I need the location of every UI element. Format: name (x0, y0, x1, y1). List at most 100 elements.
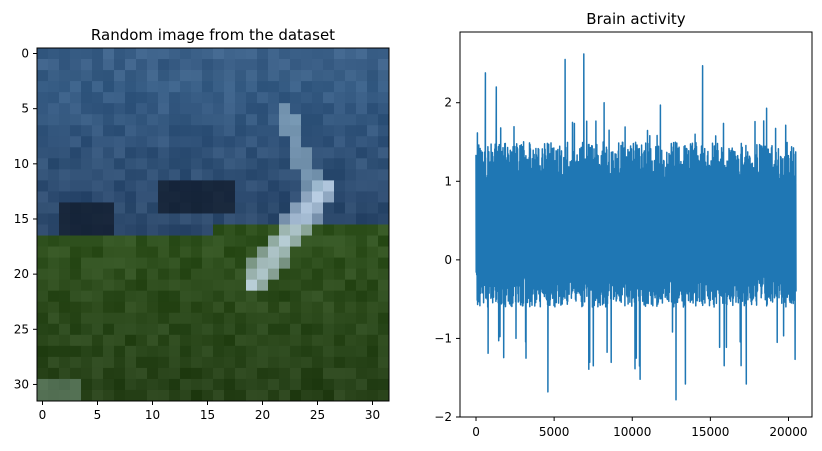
image-pixel (180, 290, 192, 303)
image-pixel (180, 312, 192, 325)
image-pixel (257, 169, 269, 181)
image-y-tick-label: 25 (14, 322, 29, 336)
image-pixel (323, 180, 335, 192)
image-pixel (147, 268, 159, 281)
image-y-tick-label: 10 (14, 157, 29, 171)
image-pixel (301, 213, 313, 225)
image-pixel (81, 356, 93, 369)
image-pixel (235, 389, 247, 402)
image-pixel (345, 59, 357, 71)
image-pixel (202, 92, 214, 104)
image-pixel (125, 169, 137, 181)
image-pixel (257, 81, 269, 93)
image-pixel (48, 180, 60, 192)
image-pixel (290, 356, 302, 369)
image-pixel (59, 224, 71, 236)
image-pixel (125, 323, 137, 336)
image-pixel (147, 147, 159, 159)
line-y-axis: −2 −1 0 1 2 (434, 96, 460, 424)
image-pixel (323, 246, 335, 258)
image-pixel (290, 213, 302, 225)
image-pixel (378, 48, 390, 60)
image-pixel (136, 301, 148, 314)
image-pixel (345, 356, 357, 369)
image-pixel (92, 257, 104, 270)
image-pixel (213, 81, 225, 93)
image-pixel (59, 103, 71, 115)
image-pixel (323, 268, 335, 281)
image-pixel (48, 81, 60, 93)
image-pixel (334, 224, 346, 236)
image-pixel (48, 279, 60, 292)
image-pixel (246, 169, 258, 181)
image-pixel (235, 202, 247, 214)
image-pixel (301, 389, 313, 402)
image-pixel (301, 268, 313, 281)
image-pixel (202, 59, 214, 71)
image-pixel (246, 180, 258, 192)
image-pixel (37, 257, 49, 270)
image-pixel (312, 235, 324, 247)
image-pixel (103, 257, 115, 270)
image-pixel (268, 125, 280, 137)
image-pixel (48, 323, 60, 336)
image-pixel (180, 213, 192, 225)
image-pixel (37, 235, 49, 247)
image-pixel (290, 389, 302, 402)
image-pixel (191, 48, 203, 60)
image-pixel (103, 114, 115, 126)
image-pixel (367, 114, 379, 126)
image-pixel (301, 81, 313, 93)
image-pixel (103, 125, 115, 137)
image-pixel (279, 334, 291, 347)
image-pixel (81, 213, 93, 225)
image-pixel (37, 246, 49, 258)
image-pixel (345, 48, 357, 60)
image-pixel (312, 169, 324, 181)
image-pixel (125, 235, 137, 247)
image-pixel (169, 235, 181, 247)
image-pixel (169, 147, 181, 159)
image-pixel (103, 312, 115, 325)
image-pixel (59, 136, 71, 148)
image-pixel (202, 202, 214, 214)
image-pixel (367, 345, 379, 358)
image-pixel (268, 334, 280, 347)
image-pixel (92, 323, 104, 336)
image-pixel (334, 378, 346, 391)
image-pixel (279, 202, 291, 214)
image-pixel (37, 345, 49, 358)
image-pixel (48, 268, 60, 281)
image-pixel (70, 257, 82, 270)
image-pixel (114, 301, 126, 314)
image-pixel (334, 70, 346, 82)
image-pixel (202, 290, 214, 303)
image-pixel (37, 81, 49, 93)
image-pixel (213, 312, 225, 325)
image-pixel (48, 246, 60, 258)
image-pixel (158, 114, 170, 126)
image-pixel (213, 224, 225, 236)
image-pixel (334, 158, 346, 170)
image-pixel (136, 48, 148, 60)
image-pixel (290, 59, 302, 71)
image-pixel (114, 257, 126, 270)
image-pixel (323, 158, 335, 170)
image-pixel (136, 367, 148, 380)
image-pixel (235, 59, 247, 71)
image-pixel (125, 114, 137, 126)
image-pixel (191, 323, 203, 336)
image-pixel (158, 59, 170, 71)
image-pixel (246, 378, 258, 391)
image-pixel (290, 345, 302, 358)
image-pixel (191, 378, 203, 391)
image-pixel (158, 70, 170, 82)
image-pixel (180, 323, 192, 336)
image-pixel (268, 180, 280, 192)
image-pixel (246, 48, 258, 60)
image-pixel (290, 224, 302, 236)
image-pixel (103, 180, 115, 192)
image-pixel (312, 103, 324, 115)
image-pixel (224, 180, 236, 192)
image-pixel (257, 147, 269, 159)
